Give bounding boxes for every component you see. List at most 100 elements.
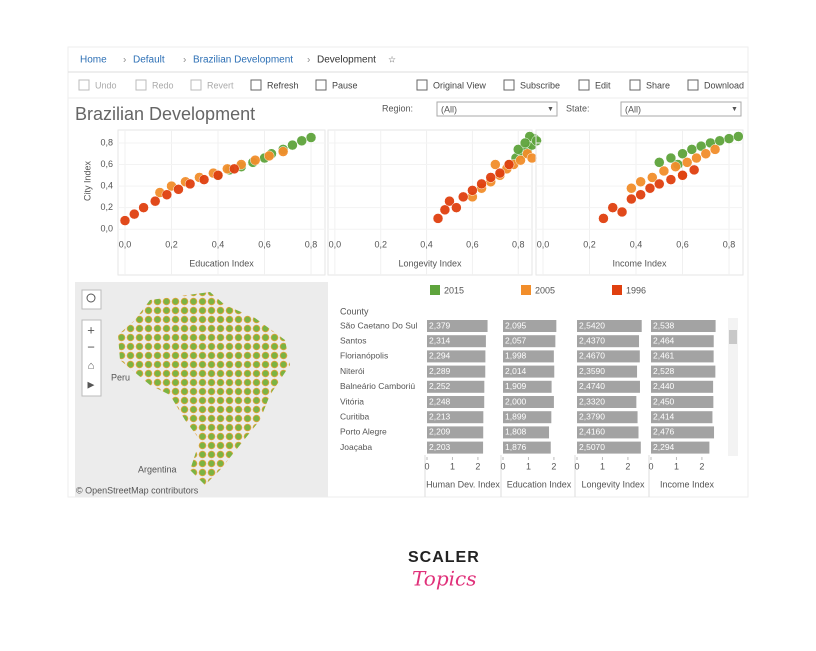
bar[interactable] [651, 365, 716, 378]
bar[interactable] [577, 411, 638, 424]
bar[interactable] [503, 426, 550, 439]
bar[interactable] [503, 441, 551, 454]
county-name[interactable]: Santos [340, 335, 366, 345]
filter-value[interactable]: (All) [625, 104, 641, 114]
bar[interactable] [503, 320, 557, 332]
favorite-star[interactable]: ☆ [388, 54, 396, 64]
filter-select[interactable] [620, 101, 742, 117]
bar[interactable] [427, 426, 484, 439]
home-view[interactable]: ⌂ [88, 360, 95, 372]
column-header: Longevity Index [581, 479, 645, 489]
breadcrumb-item[interactable]: Home [80, 55, 107, 66]
legend-swatch[interactable] [430, 285, 440, 295]
bar[interactable] [503, 335, 556, 348]
bar[interactable] [427, 320, 488, 332]
bar[interactable] [651, 396, 714, 408]
county-name[interactable]: Balneário Camboriú [340, 381, 415, 391]
toolbar-button[interactable]: Pause [332, 80, 358, 90]
bar[interactable] [577, 320, 642, 332]
toolbar-button[interactable]: Original View [433, 80, 486, 90]
legend-label[interactable]: 2015 [444, 285, 464, 295]
breadcrumb-item[interactable]: Default [133, 55, 165, 66]
toolbar-button[interactable]: Share [646, 80, 670, 90]
bar[interactable] [427, 380, 485, 393]
point [626, 182, 637, 194]
bar[interactable] [577, 441, 641, 454]
point [723, 133, 735, 144]
county-name[interactable]: Florianópolis [340, 351, 388, 361]
bar[interactable] [503, 365, 555, 378]
toolbar-button[interactable]: Subscribe [520, 80, 560, 90]
zoom-out[interactable]: − [87, 339, 95, 354]
toolbar-icon[interactable] [687, 79, 699, 91]
bar[interactable] [651, 320, 716, 332]
filter-select[interactable] [436, 101, 558, 117]
legend-swatch[interactable] [612, 285, 622, 295]
bar[interactable] [427, 335, 486, 348]
county-name[interactable]: Curitiba [340, 411, 370, 421]
toolbar-button[interactable]: Redo [152, 80, 174, 90]
toolbar-button[interactable]: Revert [207, 80, 234, 90]
bar[interactable] [577, 350, 640, 363]
toolbar-icon[interactable] [250, 79, 262, 91]
point [305, 132, 317, 143]
bar[interactable] [577, 426, 639, 439]
map-controls[interactable] [81, 319, 102, 397]
county-name[interactable]: São Caetano Do Sul [340, 320, 418, 330]
x-tick-label: 0,8 [723, 239, 736, 249]
toolbar-icon[interactable] [135, 79, 147, 91]
bar[interactable] [427, 365, 486, 378]
zoom-in[interactable]: + [87, 322, 95, 337]
legend-label[interactable]: 1996 [626, 285, 646, 295]
legend-label[interactable]: 2005 [535, 285, 555, 295]
map-label: Argentina [138, 464, 177, 474]
breadcrumb-item[interactable]: Brazilian Development [193, 55, 293, 66]
county-name[interactable]: Porto Alegre [340, 427, 387, 437]
x-tick-label: 0,2 [374, 239, 387, 249]
bar[interactable] [651, 380, 714, 393]
expand[interactable]: ▶ [88, 379, 95, 389]
toolbar-button[interactable]: Edit [595, 80, 611, 90]
bar[interactable] [651, 411, 713, 424]
bar[interactable] [427, 441, 484, 454]
map-search[interactable] [81, 289, 102, 310]
x-tick-label: 0,8 [512, 239, 525, 249]
point [695, 140, 707, 152]
bar-label: 2,000 [505, 396, 527, 406]
toolbar-icon[interactable] [629, 79, 641, 91]
toolbar-button[interactable]: Refresh [267, 80, 299, 90]
bar[interactable] [577, 335, 640, 348]
scroll-thumb[interactable] [729, 330, 737, 344]
toolbar-icon[interactable] [503, 79, 515, 91]
y-tick-label: 0,6 [100, 159, 113, 169]
bar[interactable] [651, 350, 714, 363]
toolbar-icon[interactable] [578, 79, 590, 91]
county-name[interactable]: Joaçaba [340, 442, 372, 452]
bar[interactable] [577, 365, 638, 378]
county-name[interactable]: Niterói [340, 366, 365, 376]
bar[interactable] [503, 350, 554, 363]
bar[interactable] [577, 380, 640, 393]
toolbar-icon[interactable] [416, 79, 428, 91]
bar[interactable] [577, 396, 637, 408]
toolbar-icon[interactable] [78, 79, 90, 91]
legend-swatch[interactable] [521, 285, 531, 295]
point [531, 135, 542, 147]
toolbar-button[interactable]: Undo [95, 80, 117, 90]
toolbar-icon[interactable] [315, 79, 327, 91]
bar[interactable] [427, 411, 484, 424]
bar[interactable] [651, 335, 714, 348]
bar[interactable] [503, 396, 554, 408]
bar[interactable] [427, 396, 485, 408]
toolbar-button[interactable]: Download [704, 80, 744, 90]
bar[interactable] [427, 350, 486, 363]
county-name[interactable]: Vitória [340, 396, 364, 406]
filter-value[interactable]: (All) [441, 104, 457, 114]
bar[interactable] [651, 441, 710, 454]
bar[interactable] [503, 380, 552, 393]
toolbar-icon[interactable] [190, 79, 202, 91]
scrollbar[interactable] [728, 318, 738, 456]
panel [327, 129, 533, 276]
bar[interactable] [503, 411, 552, 424]
bar[interactable] [651, 426, 715, 439]
